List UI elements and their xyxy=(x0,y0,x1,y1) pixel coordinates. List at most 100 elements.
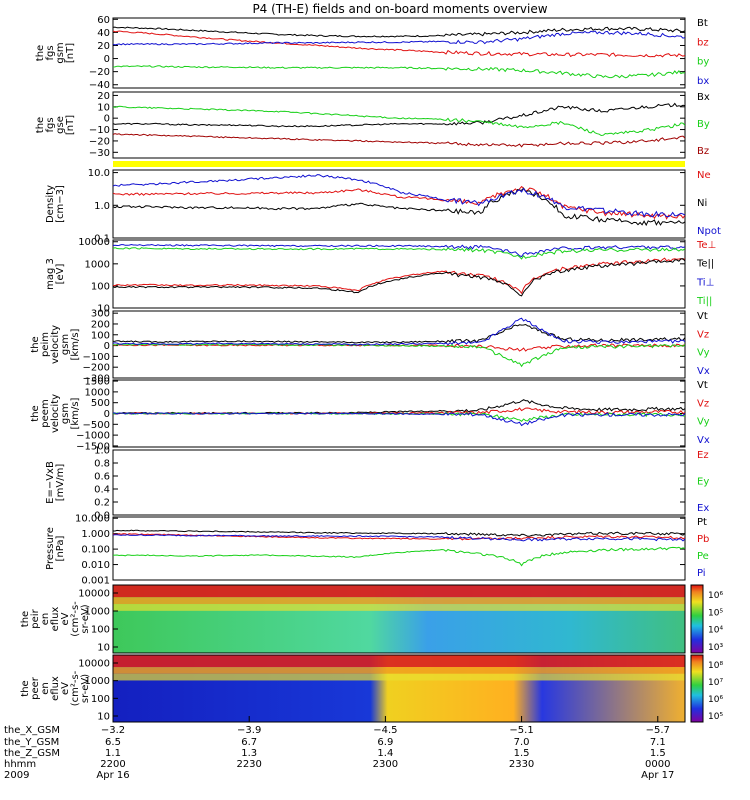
panel-1-ylabel: the xyxy=(35,45,46,61)
legend-Pt: Pt xyxy=(697,517,707,528)
y-tick-label: 10.000 xyxy=(75,514,110,525)
panel-8-frame xyxy=(112,516,686,581)
x-tick-label: 0000 xyxy=(645,759,670,770)
colorbar-label: 10³ xyxy=(708,643,723,653)
y-tick-label: 1.000 xyxy=(81,529,110,540)
panel-4-ylabel: [eV] xyxy=(55,264,66,285)
panel-1-frame xyxy=(112,17,686,89)
legend-Ey: Ey xyxy=(697,477,709,488)
y-tick-label: −100 xyxy=(83,352,110,363)
legend-Vx: Vx xyxy=(697,435,710,446)
y-tick-label: −500 xyxy=(83,420,110,431)
legend-Vz: Vz xyxy=(697,398,709,409)
y-tick-label: 40 xyxy=(97,28,110,39)
panel-6: the peem velocity gsm [km/s] 150010005000−500… xyxy=(30,377,710,453)
panel-5: the peim velocity gsm [km/s] 3002001000−100−2… xyxy=(30,309,710,385)
legend-Vx: Vx xyxy=(697,366,710,377)
panel-3-ylabel: Density xyxy=(45,185,56,223)
x-tick-label: −5.1 xyxy=(509,725,533,736)
x-tick-label: 1.4 xyxy=(377,748,393,759)
y-tick-label: 0 xyxy=(104,341,110,352)
legend-Pi: Pi xyxy=(697,568,706,579)
panel-6-ylabel: the xyxy=(30,405,41,421)
panel-10-ylabel: eV xyxy=(60,682,71,695)
series-line-Vx xyxy=(113,412,685,427)
panel-9-ylabel: en xyxy=(40,613,51,626)
panel-4-frame xyxy=(112,239,686,309)
x-row-label: 2009 xyxy=(4,770,29,781)
legend-Ex: Ex xyxy=(697,503,709,514)
y-tick-label: 0.001 xyxy=(81,576,110,587)
panel-5-ylabel: the xyxy=(30,336,41,352)
panel-6-ylabel: gsm xyxy=(60,403,71,424)
y-tick-label: 100 xyxy=(91,330,110,341)
panel-2-ylabel: [nT] xyxy=(65,115,76,135)
legend-Vz: Vz xyxy=(697,329,709,340)
series-line-bx xyxy=(113,30,685,46)
panel-9-ylabel: (cm²-s- xyxy=(70,601,81,637)
x-row-label: hhmm xyxy=(4,759,36,770)
colorbar-label: 10⁵ xyxy=(708,712,723,722)
panel-3-frame xyxy=(112,169,686,239)
colorbar-label: 10⁶ xyxy=(708,695,723,705)
panel-2-ylabel: gse xyxy=(55,116,66,134)
x-tick-label: 2230 xyxy=(236,759,261,770)
series-line-Ti⊥ xyxy=(113,243,685,258)
panel-10-ylabel: sr-eV) xyxy=(80,674,91,703)
y-tick-label: 1000 xyxy=(85,607,110,618)
panel-8-ylabel: Pressure xyxy=(45,527,56,570)
panel-9-ylabel: sr-eV) xyxy=(80,604,91,633)
panel-10-ylabel: (cm²-s- xyxy=(70,670,81,706)
y-tick-label: 10.0 xyxy=(88,168,110,179)
panel-10-ylabel: en xyxy=(40,682,51,695)
y-tick-label: 1000 xyxy=(85,387,110,398)
panel-4: mag 3 [eV] 10000 1000 100 10 Te⊥ Te|| Ti⊥ Ti|| xyxy=(45,237,716,314)
y-tick-label: −10 xyxy=(89,125,110,136)
spectrogram-band xyxy=(113,604,685,611)
panel-6-ylabel: [km/s] xyxy=(70,397,81,429)
series-line-Te|| xyxy=(113,258,685,297)
spectrogram-band xyxy=(113,597,685,605)
y-tick-label: 0 xyxy=(104,54,110,65)
y-tick-label: 1000 xyxy=(85,676,110,687)
panel-7-frame xyxy=(112,449,686,516)
panel-10-frame xyxy=(112,654,686,723)
panel-4-ylabel: mag 3 xyxy=(45,258,56,290)
separator-bar xyxy=(113,161,685,167)
colorbar-label: 10⁴ xyxy=(708,626,723,636)
panel-9-ylabel: peir xyxy=(30,608,41,628)
x-tick-label: −4.5 xyxy=(373,725,397,736)
y-tick-label: −1000 xyxy=(76,431,110,442)
legend-By: By xyxy=(697,119,710,130)
chart-title: P4 (TH-E) fields and on-board moments ov… xyxy=(252,2,547,16)
legend-Ne: Ne xyxy=(697,170,711,181)
y-tick-label: −40 xyxy=(89,80,110,91)
panel-9: the peir en eflux eV (cm²-s-sr-eV) 10000 1000 10… xyxy=(20,584,723,654)
legend-by: by xyxy=(697,57,709,68)
y-tick-label: −20 xyxy=(89,136,110,147)
series-line-Bx xyxy=(113,102,685,128)
y-tick-label: 0.2 xyxy=(94,498,110,509)
legend-Te⊥: Te⊥ xyxy=(696,240,716,251)
y-tick-label: 20 xyxy=(97,91,110,102)
panel-10-ylabel: the xyxy=(20,680,31,696)
x-tick-label: −5.7 xyxy=(646,725,670,736)
x-tick-label: −3.2 xyxy=(101,725,125,736)
series-line-Vt xyxy=(113,399,685,415)
legend-Bt: Bt xyxy=(697,18,708,29)
y-tick-label: 200 xyxy=(91,319,110,330)
y-tick-label: 0.8 xyxy=(94,459,110,470)
x-tick-label: 1.5 xyxy=(650,748,666,759)
y-tick-label: 1000 xyxy=(85,259,110,270)
y-tick-label: 0.010 xyxy=(81,560,110,571)
panel-2-ylabel: fgs xyxy=(45,117,56,132)
series-line-Vt xyxy=(113,323,685,344)
panel-5-ylabel: gsm xyxy=(60,334,71,355)
colorbar-1 xyxy=(690,584,704,654)
x-axis-group: the_X_GSMthe_Y_GSMthe_Z_GSMhhmm2009−3.26… xyxy=(4,716,674,781)
series-line-By xyxy=(113,105,685,137)
y-tick-label: −200 xyxy=(83,363,110,374)
panel-6-ylabel: peem xyxy=(40,399,51,427)
